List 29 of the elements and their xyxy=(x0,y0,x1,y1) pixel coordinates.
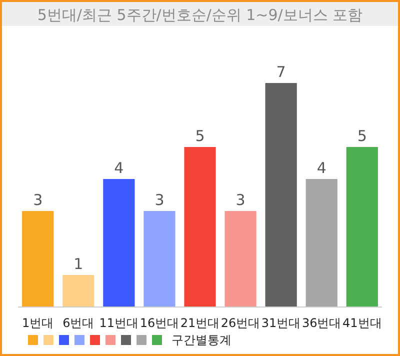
data-label: 3 xyxy=(236,191,246,209)
bar xyxy=(62,275,94,307)
data-label: 5 xyxy=(195,127,205,145)
bar xyxy=(22,211,54,307)
bar xyxy=(184,147,216,307)
data-label: 5 xyxy=(357,127,367,145)
data-label: 4 xyxy=(114,159,124,177)
bar xyxy=(103,179,135,307)
data-label: 3 xyxy=(154,191,164,209)
x-tick-label: 16번대 xyxy=(140,316,180,330)
x-tick-label: 41번대 xyxy=(342,316,382,330)
data-label: 4 xyxy=(316,159,326,177)
bar xyxy=(306,179,338,307)
x-tick-label: 21번대 xyxy=(180,316,220,330)
legend-label: 구간별통계 xyxy=(172,333,232,347)
x-tick-label: 1번대 xyxy=(22,316,54,330)
x-tick-label: 6번대 xyxy=(62,316,94,330)
data-label: 3 xyxy=(33,191,43,209)
data-label: 1 xyxy=(74,255,84,273)
x-tick-label: 36번대 xyxy=(302,316,342,330)
bar xyxy=(265,83,297,307)
x-tick-label: 11번대 xyxy=(99,316,139,330)
x-tick-label: 31번대 xyxy=(261,316,301,330)
x-tick-label: 26번대 xyxy=(220,316,260,330)
data-label: 7 xyxy=(276,63,286,81)
bar xyxy=(346,147,378,307)
chart-title: 5번대/최근 5주간/번호순/순위 1~9/보너스 포함 xyxy=(37,6,363,24)
bar xyxy=(224,211,256,307)
bar xyxy=(144,211,176,307)
